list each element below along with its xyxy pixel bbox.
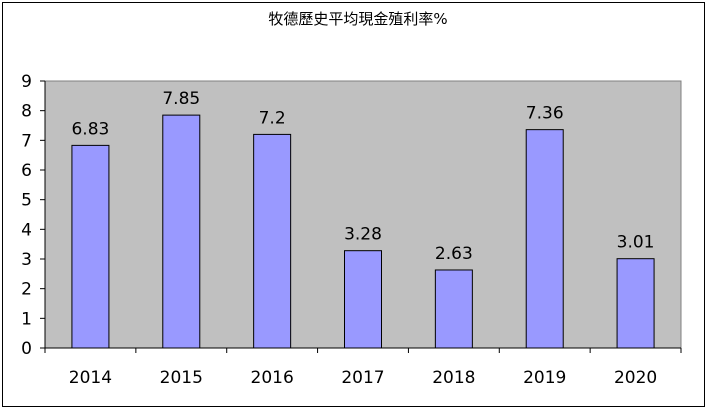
bar-2017: [344, 250, 382, 349]
x-tick-label-2019: 2019: [523, 368, 566, 388]
data-label-2016: 7.2: [259, 108, 286, 128]
data-label-2017: 3.28: [344, 225, 382, 245]
y-tick-label: 9: [21, 72, 32, 92]
x-tick-label-2017: 2017: [341, 368, 384, 388]
chart-title: 牧德歷史平均現金殖利率%: [268, 10, 447, 28]
bars-group: 6.83 7.85 7.2 3.28 2.63 7.36 3.01: [71, 89, 655, 349]
y-tick-label: 2: [21, 280, 32, 300]
y-tick-label: 3: [21, 250, 32, 270]
bar-2019: [525, 129, 564, 349]
y-tick-label: 7: [21, 131, 32, 151]
data-label-2019: 7.36: [526, 104, 564, 124]
y-tick-label: 1: [21, 309, 32, 329]
y-tick-label: 4: [21, 220, 32, 240]
data-label-2018: 2.63: [435, 244, 473, 264]
y-tick-label: 6: [21, 161, 32, 181]
bar-2016: [253, 133, 292, 349]
bar-2018: [434, 269, 473, 349]
bar-2014: [71, 144, 110, 349]
x-tick-label-2016: 2016: [251, 368, 294, 388]
data-label-2014: 6.83: [71, 119, 109, 139]
y-tick-label: 0: [21, 339, 32, 359]
y-tick-label: 5: [21, 191, 32, 211]
data-label-2015: 7.85: [162, 89, 200, 109]
bar-2020: [616, 258, 655, 349]
x-tick-label-2018: 2018: [432, 368, 475, 388]
x-tick-label-2014: 2014: [69, 368, 112, 388]
bar-2015: [162, 114, 201, 349]
x-tick-label-2015: 2015: [160, 368, 203, 388]
y-tick-label: 8: [21, 102, 32, 122]
axes-group: 0 1 2 3 4 5 6 7 8 9 2014 2015 2016 2017 2018 2019 2020: [21, 72, 682, 388]
data-label-2020: 3.01: [617, 233, 655, 253]
x-tick-label-2020: 2020: [614, 368, 657, 388]
